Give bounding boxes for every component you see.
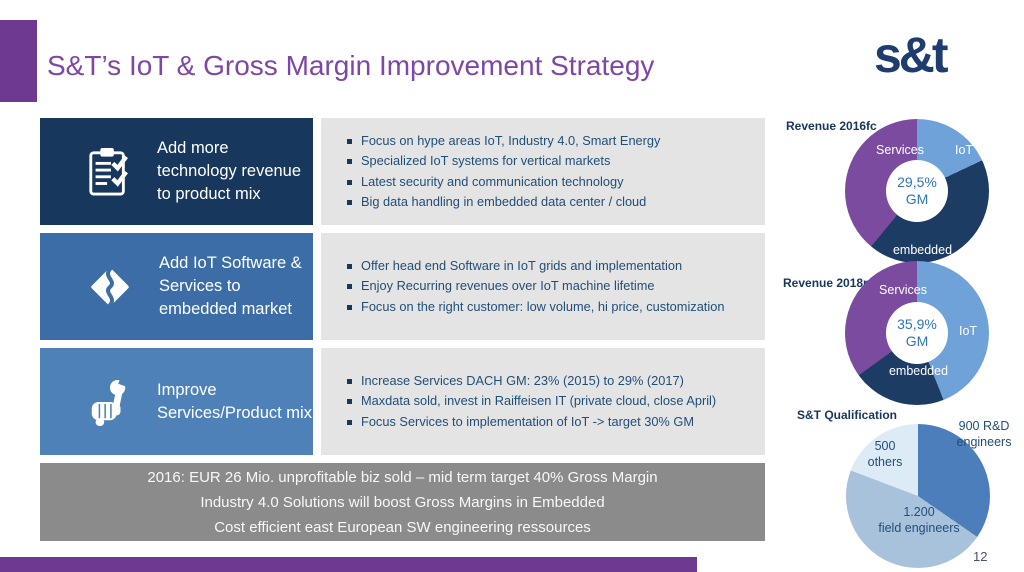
pie-label-others: 500 others	[856, 438, 914, 470]
bullet-text: Focus Services to implementation of IoT …	[361, 413, 694, 429]
row-heading-box: Add IoT Software & Services to embedded …	[40, 233, 313, 340]
row-heading: Improve Services/Product mix	[157, 379, 312, 425]
strategy-row-1: Add more technology revenue to product m…	[40, 118, 765, 225]
donut-center-label: 29,5% GM	[886, 160, 948, 222]
summary-line: Industry 4.0 Solutions will boost Gross …	[200, 493, 605, 511]
checklist-icon	[86, 146, 132, 198]
pie-label-line: engineers	[956, 435, 1012, 449]
pie-label-line: others	[867, 455, 903, 469]
bullet-text: Big data handling in embedded data cente…	[361, 194, 647, 209]
bullet-marker	[347, 179, 352, 185]
row-heading-box: Add more technology revenue to product m…	[40, 118, 313, 225]
page-number: 12	[973, 549, 988, 564]
bullet-text: Focus on hype areas IoT, Industry 4.0, S…	[361, 132, 661, 148]
bullet-marker	[347, 304, 352, 310]
bullet-text: Maxdata sold, invest in Raiffeisen IT (p…	[361, 393, 717, 409]
slice-label-services: Services	[876, 143, 924, 157]
bullet-marker	[347, 284, 352, 290]
bullet-item: Focus on the right customer: low volume,…	[347, 297, 765, 318]
page-title: S&T’s IoT & Gross Margin Improvement Str…	[47, 50, 655, 81]
slice-label-services: Services	[879, 283, 927, 297]
slice-label-embedded: embedded	[892, 243, 953, 257]
gm-text: GM	[905, 191, 929, 207]
strategy-rows: Add more technology revenue to product m…	[40, 118, 765, 463]
strategy-row-2: Add IoT Software & Services to embedded …	[40, 233, 765, 340]
bullet-marker	[347, 378, 352, 384]
bullet-item: Offer head end Software in IoT grids and…	[347, 256, 765, 277]
bottom-accent-bar	[0, 557, 697, 572]
row-heading-line: Improve	[157, 380, 217, 399]
row-heading-line: to product mix	[157, 185, 261, 203]
donut-chart-revenue-2016: Services IoT embedded 29,5% GM	[845, 119, 989, 263]
gm-percent: 35,9%	[897, 316, 937, 332]
bullet-item: Latest security and communication techno…	[347, 172, 765, 193]
bullet-marker	[347, 419, 352, 425]
bullet-text: Focus on the right customer: low volume,…	[361, 298, 725, 314]
route-diamond-icon	[86, 263, 134, 311]
row-heading: Add IoT Software & Services to embedded …	[159, 252, 302, 321]
pie-label-line: 900 R&D	[958, 419, 1010, 433]
bullet-marker	[347, 200, 352, 205]
bullet-item: Maxdata sold, invest in Raiffeisen IT (p…	[347, 391, 765, 412]
company-logo: s&t	[874, 27, 949, 83]
row-heading-box: Improve Services/Product mix	[40, 348, 313, 455]
wrench-hand-icon	[86, 375, 132, 428]
pie-label-line: 1.200	[903, 505, 935, 519]
bullet-list: Increase Services DACH GM: 23% (2015) to…	[321, 348, 765, 455]
row-heading-line: Services to	[159, 277, 241, 295]
row-heading-line: technology revenue	[157, 162, 302, 180]
bullet-text: Increase Services DACH GM: 23% (2015) to…	[361, 372, 684, 388]
bullet-text: Enjoy Recurring revenues over IoT machin…	[361, 278, 655, 294]
slice-label-iot: IoT	[958, 324, 978, 338]
pie-label-line: 500	[874, 439, 896, 453]
bullet-marker	[347, 159, 352, 164]
slice-label-embedded: embedded	[888, 364, 949, 378]
bullet-marker	[347, 399, 352, 405]
summary-box: 2016: EUR 26 Mio. unprofitable biz sold …	[40, 463, 765, 541]
row-heading: Add more technology revenue to product m…	[157, 137, 301, 206]
bullet-item: Focus on hype areas IoT, Industry 4.0, S…	[347, 131, 765, 152]
bullet-marker	[347, 138, 352, 144]
slice-label-iot: IoT	[954, 143, 974, 157]
donut-chart-revenue-2018: Services IoT embedded 35,9% GM	[845, 261, 989, 405]
strategy-row-3: Improve Services/Product mix Increase Se…	[40, 348, 765, 455]
gm-percent: 29,5%	[897, 174, 937, 190]
pie-label-line: field engineers	[878, 521, 960, 535]
row-heading-line: Add more	[157, 139, 229, 157]
left-accent-bar	[0, 20, 37, 102]
chart-title-qualification: S&T Qualification	[797, 408, 898, 422]
donut-center-label: 35,9% GM	[886, 302, 948, 364]
bullet-item: Enjoy Recurring revenues over IoT machin…	[347, 276, 765, 297]
bullet-text: Offer head end Software in IoT grids and…	[361, 257, 683, 273]
pie-chart-qualification: 500 others 1.200 field engineers	[846, 424, 990, 568]
bullet-text: Latest security and communication techno…	[361, 173, 624, 189]
bullet-list: Offer head end Software in IoT grids and…	[321, 233, 765, 340]
pie-label-field-engineers: 1.200 field engineers	[860, 504, 978, 536]
chart-title-revenue-2016: Revenue 2016fc	[786, 119, 877, 133]
row-heading-line: Services/Product mix	[157, 403, 312, 422]
bullet-marker	[347, 263, 352, 269]
bullet-item: Big data handling in embedded data cente…	[347, 192, 765, 213]
pie-label-rd-engineers: 900 R&D engineers	[953, 418, 1015, 450]
bullet-list: Focus on hype areas IoT, Industry 4.0, S…	[321, 118, 765, 225]
row-heading-line: Add IoT Software &	[159, 254, 302, 272]
bullet-item: Focus Services to implementation of IoT …	[347, 412, 765, 433]
summary-line: 2016: EUR 26 Mio. unprofitable biz sold …	[147, 468, 658, 486]
summary-line: Cost efficient east European SW engineer…	[214, 518, 591, 536]
gm-text: GM	[905, 333, 929, 349]
bullet-item: Increase Services DACH GM: 23% (2015) to…	[347, 371, 765, 392]
chart-title-revenue-2018: Revenue 2018p	[783, 276, 871, 290]
bullet-item: Specialized IoT systems for vertical mar…	[347, 151, 765, 172]
row-heading-line: embedded market	[159, 300, 292, 318]
bullet-text: Specialized IoT systems for vertical mar…	[361, 153, 611, 168]
